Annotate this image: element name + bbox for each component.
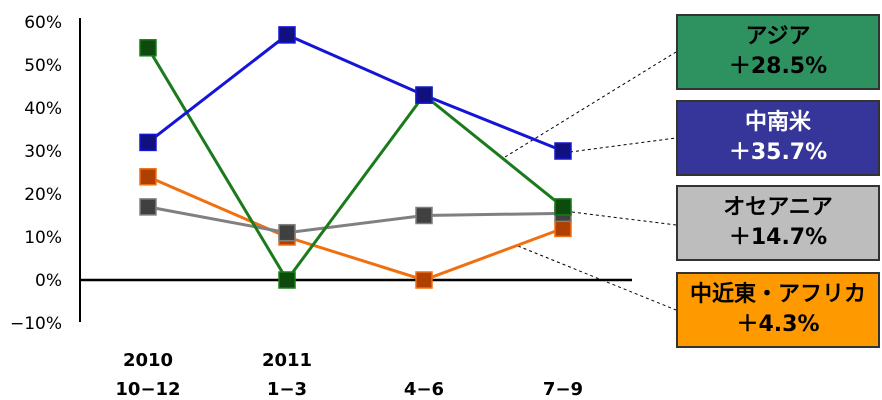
marker-latin-america	[278, 26, 296, 44]
x-tick-label: 10−12	[115, 379, 180, 400]
marker-oceania	[278, 223, 296, 242]
legend-oceania-name: オセアニア	[723, 195, 833, 220]
legend-connectors	[504, 51, 677, 311]
legend-oceania: オセアニア ＋14.7%	[676, 185, 880, 261]
marker-latin-america	[415, 86, 433, 104]
marker-asia	[139, 39, 157, 57]
legend-asia: アジア ＋28.5%	[676, 14, 880, 90]
legend-oceania-change: ＋14.7%	[728, 225, 828, 250]
series-line-middle-east-africa	[147, 175, 564, 282]
series-line-oceania	[147, 205, 564, 235]
x-axis-tick-labels: 2010 10−12 2011 1−3 4−6 7−9	[115, 350, 583, 400]
marker-asia	[278, 271, 296, 289]
legend-latin-america: 中南米 ＋35.7%	[676, 100, 880, 176]
series-markers	[139, 26, 572, 289]
x-tick-label: 4−6	[404, 379, 444, 400]
x-tick-label: 2010	[123, 350, 173, 371]
legend-connector	[504, 51, 677, 158]
x-tick-label: 2011	[262, 350, 312, 371]
y-tick-label: −10%	[10, 314, 62, 334]
marker-middle-east-africa	[139, 168, 157, 186]
series-line-asia	[146, 47, 564, 283]
legend-asia-change: ＋28.5%	[728, 54, 828, 79]
series-lines	[146, 33, 564, 283]
y-tick-label: 50%	[24, 56, 62, 76]
y-tick-label: 10%	[24, 228, 62, 248]
x-tick-label: 7−9	[543, 379, 583, 400]
legend-asia-name: アジア	[745, 24, 811, 49]
y-tick-label: 40%	[24, 99, 62, 119]
y-tick-label: 0%	[35, 271, 62, 291]
marker-oceania	[415, 206, 433, 225]
marker-asia	[554, 198, 572, 216]
legend-latin-america-change: ＋35.7%	[728, 140, 828, 165]
marker-middle-east-africa	[554, 219, 572, 238]
legend-middle-east-africa-change: ＋4.3%	[736, 312, 820, 337]
legend-middle-east-africa: 中近東・アフリカ ＋4.3%	[676, 272, 880, 348]
marker-latin-america	[554, 142, 572, 160]
legend-latin-america-name: 中南米	[744, 110, 811, 135]
y-tick-label: 30%	[24, 142, 62, 162]
series-line-latin-america	[147, 33, 564, 153]
y-tick-label: 20%	[24, 185, 62, 205]
marker-middle-east-africa	[415, 271, 433, 289]
legend-middle-east-africa-name: 中近東・アフリカ	[689, 282, 866, 307]
legend-connector	[517, 245, 677, 311]
marker-oceania	[139, 198, 157, 216]
y-axis-tick-labels: 60% 50% 40% 30% 20% 10% 0% −10%	[10, 13, 62, 334]
legend-connector	[569, 137, 677, 153]
legend-connector	[571, 211, 677, 226]
axes	[79, 18, 632, 322]
y-tick-label: 60%	[24, 13, 62, 33]
x-tick-label: 1−3	[267, 379, 307, 400]
marker-latin-america	[139, 133, 157, 152]
